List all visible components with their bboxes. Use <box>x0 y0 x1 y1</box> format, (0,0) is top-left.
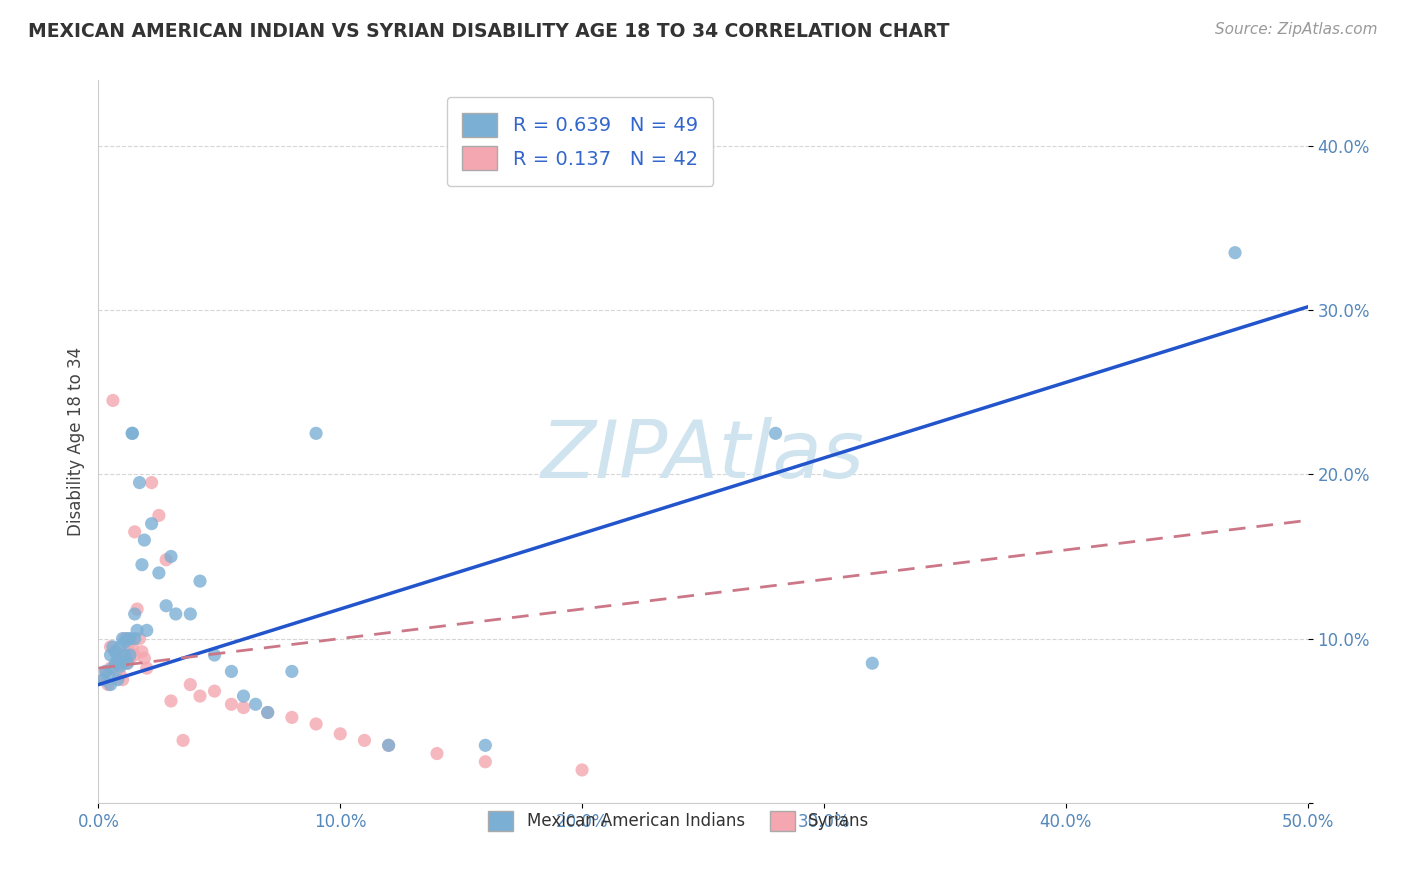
Point <box>131 645 153 659</box>
Point <box>121 640 143 654</box>
Point <box>107 673 129 687</box>
Point <box>172 733 194 747</box>
Point <box>141 516 163 531</box>
Point <box>114 648 136 662</box>
Point <box>121 426 143 441</box>
Point <box>117 640 139 654</box>
Point <box>100 648 122 662</box>
Point <box>281 710 304 724</box>
Point <box>221 665 243 679</box>
Point <box>179 607 201 621</box>
Point <box>127 624 149 638</box>
Point <box>111 673 134 687</box>
Point <box>256 706 278 720</box>
Point <box>232 700 254 714</box>
Point <box>104 645 127 659</box>
Point <box>94 665 117 679</box>
Point <box>117 657 139 671</box>
Point <box>114 632 136 646</box>
Point <box>91 673 114 687</box>
Point <box>114 635 136 649</box>
Point <box>134 651 156 665</box>
Point <box>204 684 226 698</box>
Point <box>377 739 399 753</box>
Point <box>141 475 163 490</box>
Point <box>100 661 122 675</box>
Legend: Mexican American Indians, Syrians: Mexican American Indians, Syrians <box>482 805 876 838</box>
Point <box>108 640 131 654</box>
Point <box>117 632 139 646</box>
Point <box>121 426 143 441</box>
Text: Source: ZipAtlas.com: Source: ZipAtlas.com <box>1215 22 1378 37</box>
Point <box>765 426 787 441</box>
Point <box>221 698 243 712</box>
Point <box>135 624 157 638</box>
Point <box>94 665 117 679</box>
Point <box>128 632 150 646</box>
Point <box>91 673 114 687</box>
Point <box>426 747 449 761</box>
Point <box>111 632 134 646</box>
Point <box>118 632 141 646</box>
Point <box>127 602 149 616</box>
Point <box>134 533 156 547</box>
Point <box>245 698 267 712</box>
Point <box>97 677 120 691</box>
Point <box>188 689 211 703</box>
Point <box>1223 245 1246 260</box>
Point <box>111 657 134 671</box>
Point <box>160 694 183 708</box>
Point <box>204 648 226 662</box>
Point <box>97 667 120 681</box>
Point <box>155 599 177 613</box>
Text: ZIPAtlas: ZIPAtlas <box>541 417 865 495</box>
Point <box>148 566 170 580</box>
Point <box>329 727 352 741</box>
Point <box>124 648 146 662</box>
Point <box>104 645 127 659</box>
Point <box>124 524 146 539</box>
Point <box>124 632 146 646</box>
Point <box>124 607 146 621</box>
Point <box>101 661 124 675</box>
Point <box>135 661 157 675</box>
Point <box>108 659 131 673</box>
Point <box>860 657 883 671</box>
Point <box>100 677 122 691</box>
Point <box>100 640 122 654</box>
Point <box>305 717 328 731</box>
Point <box>117 657 139 671</box>
Point <box>179 677 201 691</box>
Point <box>377 739 399 753</box>
Point <box>118 648 141 662</box>
Point <box>111 648 134 662</box>
Point <box>101 393 124 408</box>
Point <box>353 733 375 747</box>
Point <box>571 763 593 777</box>
Point <box>474 739 496 753</box>
Point <box>101 640 124 654</box>
Point <box>107 651 129 665</box>
Point <box>108 667 131 681</box>
Y-axis label: Disability Age 18 to 34: Disability Age 18 to 34 <box>66 347 84 536</box>
Text: MEXICAN AMERICAN INDIAN VS SYRIAN DISABILITY AGE 18 TO 34 CORRELATION CHART: MEXICAN AMERICAN INDIAN VS SYRIAN DISABI… <box>28 22 949 41</box>
Point <box>474 755 496 769</box>
Point <box>188 574 211 588</box>
Point <box>104 657 127 671</box>
Point <box>155 553 177 567</box>
Point <box>281 665 304 679</box>
Point <box>107 657 129 671</box>
Point <box>232 689 254 703</box>
Point <box>160 549 183 564</box>
Point <box>128 475 150 490</box>
Point <box>118 651 141 665</box>
Point <box>305 426 328 441</box>
Point <box>131 558 153 572</box>
Point <box>148 508 170 523</box>
Point <box>165 607 187 621</box>
Point <box>256 706 278 720</box>
